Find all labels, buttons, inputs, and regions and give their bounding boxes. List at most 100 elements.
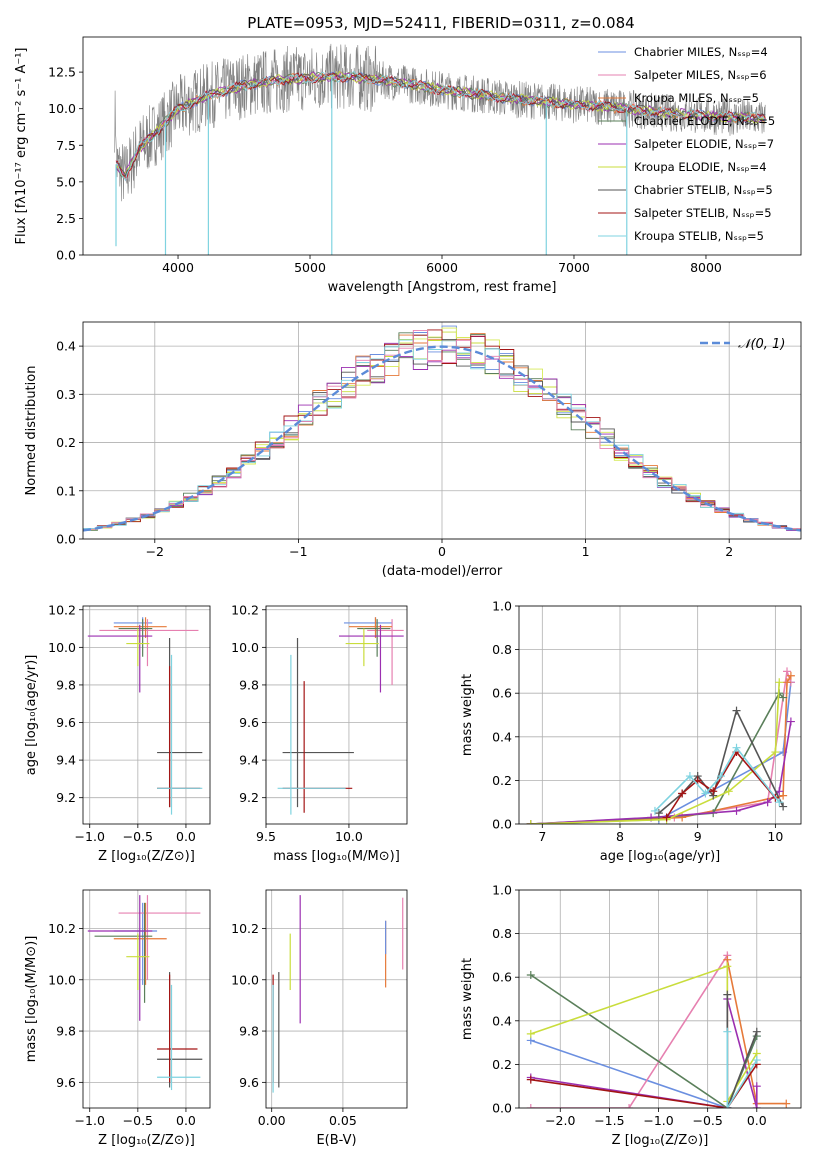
axes-frame [82,321,802,540]
x-axis-label: wavelength [Angstrom, rest frame] [328,280,557,295]
error-point [118,619,153,657]
y-tick-label: 0.1 [56,483,76,498]
error-point [345,628,379,667]
x-tick-label: 7 [538,829,546,844]
plot-area [87,895,203,1091]
x-axis-label: mass [log₁₀(M/M⊙)] [273,849,400,864]
weight-line [530,965,758,1105]
legend-label: Kroupa STELIB, Nₛₛₚ=5 [634,229,764,243]
y-axis-label: Flux [fλ10⁻¹⁷ erg cm⁻² s⁻¹ A⁻¹] [14,48,29,245]
y-axis-label: mass weight [460,958,475,1040]
error-point [113,902,158,985]
error-point [126,628,150,667]
legend-label: Chabrier MILES, Nₛₛₚ=4 [634,45,768,59]
plot-area [277,617,404,815]
legend-label: 𝒩(0, 1) [738,337,785,352]
weight-marker [783,678,792,687]
x-axis-label: Z [log₁₀(Z/Z⊙)] [98,849,195,864]
y-tick-label: 0.2 [56,435,76,450]
weight-marker [786,717,795,726]
x-tick-label: −1.5 [594,1113,624,1128]
weight-marker [752,1027,761,1036]
weight-marker [783,667,792,676]
axes-frame [82,605,211,825]
error-point [338,624,404,693]
x-tick-label: 9.5 [256,829,276,844]
observed-spectrum [114,43,766,202]
panel-mass-vs-Z: −1.0 −0.5 0.0 9.6 9.8 10.0 10.2 Z [log₁₀(Z/Z⊙)]… [24,889,211,1148]
weight-marker [526,971,535,980]
plot-area [87,617,203,815]
weight-marker [685,772,694,781]
legend-label: Chabrier STELIB, Nₛₛₚ=5 [634,183,773,197]
y-axis-label: mass weight [460,674,475,756]
panels: 4000 5000 6000 7000 80000.02.55.07.510.012.5… [14,36,802,1148]
axes-frame [82,36,802,256]
x-tick-label: −1.0 [75,829,105,844]
axes-frame [265,605,408,825]
x-tick-label: 1 [582,544,590,559]
axes-frame [265,889,408,1109]
y-tick-label: 9.6 [56,1075,76,1090]
panel-age-vs-mass: 9.5 10.0 9.2 9.4 9.6 9.8 10.0 10.2 mass [log₁₀(M… [231,602,408,864]
error-point [94,902,153,1003]
gridlines [266,890,407,1108]
weight-marker [625,1104,634,1108]
gaussian-curve [83,345,801,532]
x-tick-label: −2 [146,544,164,559]
y-tick-label: 9.8 [56,677,76,692]
y-tick-label: 0.4 [492,729,512,744]
y-tick-label: 0.0 [492,817,512,832]
weight-marker [650,806,659,815]
y-tick-label: 0.8 [492,642,512,657]
y-tick-label: 10.0 [231,640,259,655]
error-point [282,681,353,813]
weight-marker [693,776,702,785]
weight-marker [662,813,671,822]
weight-marker [779,802,788,811]
error-point [367,619,404,685]
y-tick-label: 9.6 [56,715,76,730]
y-tick-label: 1.0 [492,599,512,614]
x-tick-label: 2 [725,544,733,559]
x-tick-label: −0.5 [123,1113,153,1128]
weight-marker [709,787,718,796]
weight-marker [771,748,780,757]
gridlines [519,605,801,825]
y-tick-label: 10.2 [48,921,76,936]
x-tick-label: −1.0 [75,1113,105,1128]
y-axis-label: age [log₁₀(age/yr)] [24,655,39,776]
weight-line [530,1063,758,1108]
gridlines [519,889,801,1109]
panel-age-vs-Z: −1.0 −0.5 0.0 9.2 9.4 9.6 9.8 10.0 10.2 Z [log₁₀(… [24,602,211,864]
weight-marker [526,1104,535,1108]
error-point [157,974,198,1083]
weight-marker [779,791,788,800]
y-tick-label: 9.8 [56,1024,76,1039]
x-tick-label: 0 [438,544,446,559]
weight-marker [723,1027,732,1036]
weight-line [530,682,780,824]
weight-marker [526,1075,535,1084]
x-tick-label: −2.0 [545,1113,575,1128]
y-tick-label: 0.6 [492,970,512,985]
model-spectrum [115,71,766,175]
x-tick-label: 0.00 [258,1113,286,1128]
panel-residuals: −2 −1 0 1 2 0.0 0.1 0.2 0.3 0.4 (data-model)/error… [24,321,802,579]
y-tick-label: 10.0 [48,640,76,655]
y-axis-label: mass [log₁₀(M/M⊙)] [24,936,39,1063]
legend-label: Kroupa MILES, Nₛₛₚ=5 [634,91,759,105]
error-point [348,617,393,638]
weight-marker [775,787,784,796]
axes-frame [82,889,211,1109]
legend-label: Salpeter MILES, Nₛₛₚ=6 [634,68,767,82]
error-point [157,654,203,815]
error-point [118,895,201,980]
x-tick-label: −0.5 [692,1113,722,1128]
weight-marker [724,787,733,796]
weight-marker [526,820,535,824]
x-tick-label: 10.0 [335,829,363,844]
panel-mass-vs-EBV: 0.00 0.05 9.6 9.8 10.0 10.2 E(B-V) [231,889,408,1148]
weight-line [530,671,792,824]
